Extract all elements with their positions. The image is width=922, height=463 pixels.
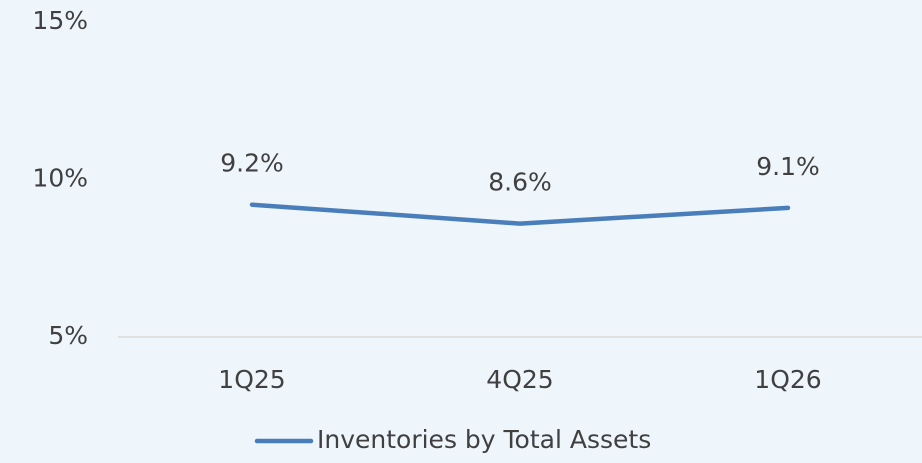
y-tick-label: 5% bbox=[48, 321, 88, 350]
data-label: 9.1% bbox=[756, 152, 820, 181]
x-tick-label: 1Q26 bbox=[754, 365, 821, 394]
x-tick-label: 1Q25 bbox=[218, 365, 285, 394]
y-tick-label: 15% bbox=[32, 6, 88, 35]
data-label: 9.2% bbox=[220, 149, 284, 178]
legend-label: Inventories by Total Assets bbox=[317, 425, 651, 454]
y-tick-label: 10% bbox=[32, 164, 88, 193]
x-tick-label: 4Q25 bbox=[486, 365, 553, 394]
data-label: 8.6% bbox=[488, 168, 552, 197]
series-line bbox=[249, 202, 791, 226]
